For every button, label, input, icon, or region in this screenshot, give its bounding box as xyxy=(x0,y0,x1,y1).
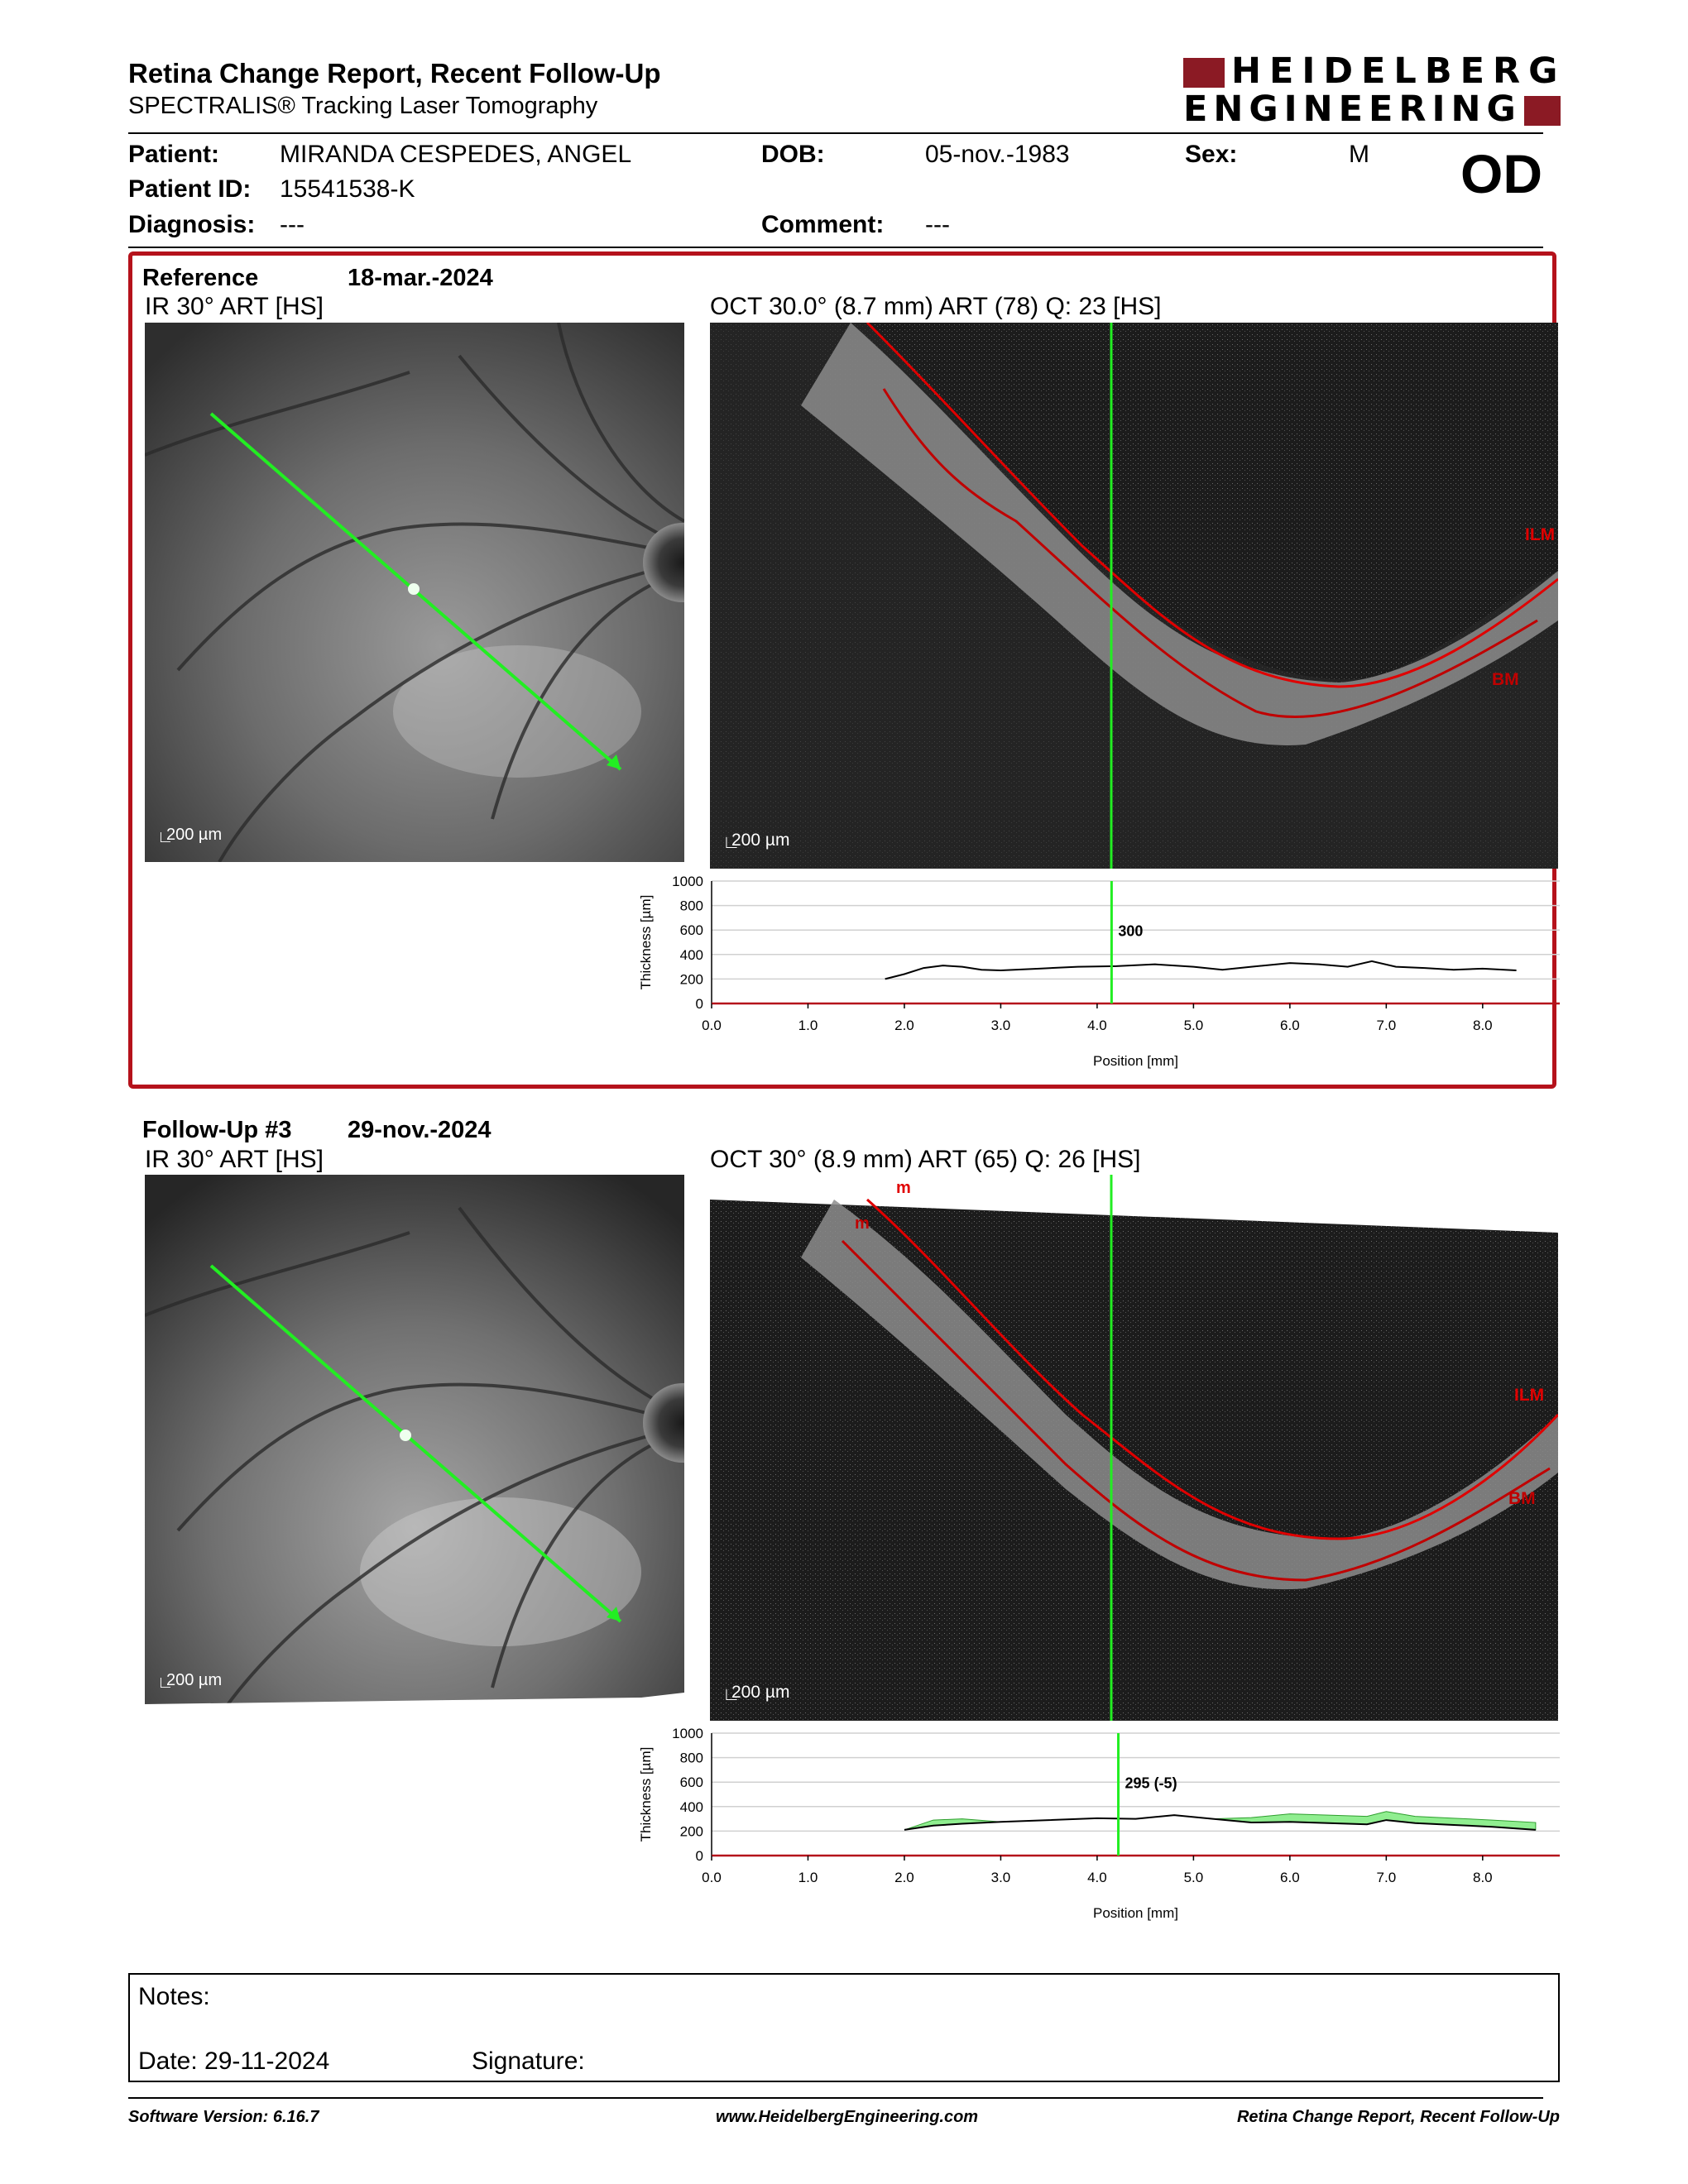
x-tick-label: 7.0 xyxy=(1377,1870,1397,1885)
reference-ilm-label: ILM xyxy=(1525,525,1556,544)
y-axis-label: Thickness [µm] xyxy=(638,895,654,990)
followup-ir-image: ∟ 200 µm xyxy=(145,1175,684,1717)
notes-label: Notes: xyxy=(138,1983,210,2010)
reference-ir-image: ∟ 200 µm xyxy=(145,323,684,862)
x-tick-label: 4.0 xyxy=(1087,1870,1107,1885)
y-tick-label: 1000 xyxy=(672,1726,703,1741)
x-tick-label: 2.0 xyxy=(894,1018,914,1033)
x-tick-label: 7.0 xyxy=(1377,1018,1397,1033)
reference-bm-label: BM xyxy=(1492,670,1519,689)
followup-thickness-chart: 1000 800 600 400 200 0 0.0 1.0 2.0 3.0 4.0 5.0 6.0 7.… xyxy=(638,1726,1560,1921)
dob-label: DOB: xyxy=(761,141,825,168)
x-tick-label: 3.0 xyxy=(991,1870,1011,1885)
reference-oct-caption: OCT 30.0° (8.7 mm) ART (78) Q: 23 [HS] xyxy=(710,293,1162,320)
report-title: Retina Change Report, Recent Follow-Up xyxy=(128,58,661,89)
x-tick-label: 6.0 xyxy=(1280,1018,1300,1033)
reference-ir-caption: IR 30° ART [HS] xyxy=(145,293,324,320)
patient-id-value: 15541538-K xyxy=(280,175,415,203)
diagnosis-label: Diagnosis: xyxy=(128,211,256,238)
report-subtitle: SPECTRALIS® Tracking Laser Tomography xyxy=(128,93,598,119)
x-tick-label: 1.0 xyxy=(798,1870,818,1885)
reference-thickness-chart: 1000 800 600 400 200 0 0.0 1.0 2.0 3.0 4.0 5.0 6.0 7.… xyxy=(638,874,1560,1069)
followup-m-label-1: m xyxy=(896,1179,911,1197)
svg-text:∟: ∟ xyxy=(157,1674,174,1692)
followup-oct-scalebar: 200 µm xyxy=(731,1683,790,1702)
notes-date: Date: 29-11-2024 xyxy=(138,2048,330,2075)
x-axis-label: Position [mm] xyxy=(1093,1053,1178,1069)
x-axis-label: Position [mm] xyxy=(1093,1905,1178,1921)
x-tick-label: 8.0 xyxy=(1473,1018,1493,1033)
followup-oct-caption: OCT 30° (8.9 mm) ART (65) Q: 26 [HS] xyxy=(710,1146,1141,1173)
followup-ir-scalebar: 200 µm xyxy=(166,1671,223,1689)
logo-line2: ENGINEERING xyxy=(1183,89,1522,130)
eye-label: OD xyxy=(1460,143,1542,204)
reference-date: 18-mar.-2024 xyxy=(348,265,493,291)
svg-text:∟: ∟ xyxy=(157,828,174,846)
x-tick-label: 4.0 xyxy=(1087,1018,1107,1033)
x-tick-label: 1.0 xyxy=(798,1018,818,1033)
reference-oct-scalebar: 200 µm xyxy=(731,831,790,850)
y-tick-label: 400 xyxy=(680,1799,703,1815)
x-tick-label: 5.0 xyxy=(1184,1018,1204,1033)
svg-text:∟: ∟ xyxy=(722,831,741,852)
footer-report-name: Retina Change Report, Recent Follow-Up xyxy=(1236,2108,1560,2126)
y-tick-label: 1000 xyxy=(672,874,703,889)
y-tick-label: 0 xyxy=(696,996,703,1012)
followup-ilm-label: ILM xyxy=(1514,1386,1545,1405)
patient-name: MIRANDA CESPEDES, ANGEL xyxy=(280,141,632,168)
x-tick-label: 2.0 xyxy=(894,1870,914,1885)
y-tick-label: 800 xyxy=(680,898,703,914)
followup-m-label-2: m xyxy=(855,1214,870,1233)
x-tick-label: 5.0 xyxy=(1184,1870,1204,1885)
y-tick-label: 400 xyxy=(680,947,703,963)
marker-value-label: 295 (-5) xyxy=(1125,1775,1177,1792)
thickness-line xyxy=(885,960,1517,980)
notes-signature: Signature: xyxy=(472,2048,585,2075)
reference-label: Reference xyxy=(142,265,259,291)
x-tick-label: 0.0 xyxy=(702,1018,722,1033)
comment-label: Comment: xyxy=(761,211,885,238)
diagnosis-value: --- xyxy=(280,211,305,238)
footer-software: Software Version: 6.16.7 xyxy=(128,2108,319,2126)
reference-ir-scalebar: 200 µm xyxy=(166,826,223,844)
y-tick-label: 200 xyxy=(680,1823,703,1839)
thickness-line xyxy=(904,1814,1536,1831)
followup-oct-image: ∟ m m ILM BM 200 µm xyxy=(710,1175,1558,1721)
y-axis-label: Thickness [µm] xyxy=(638,1747,654,1842)
x-tick-label: 6.0 xyxy=(1280,1870,1300,1885)
sex-value: M xyxy=(1349,141,1369,168)
sex-label: Sex: xyxy=(1185,141,1238,168)
footer-website: www.HeidelbergEngineering.com xyxy=(716,2108,979,2126)
svg-text:∟: ∟ xyxy=(722,1684,741,1704)
patient-label: Patient: xyxy=(128,141,220,168)
y-tick-label: 600 xyxy=(680,922,703,938)
y-tick-label: 0 xyxy=(696,1848,703,1864)
dob-value: 05-nov.-1983 xyxy=(925,141,1070,168)
y-tick-label: 600 xyxy=(680,1774,703,1790)
comment-value: --- xyxy=(925,211,950,238)
y-tick-label: 800 xyxy=(680,1751,703,1766)
thickness-change-area xyxy=(904,1811,1537,1831)
x-tick-label: 0.0 xyxy=(702,1870,722,1885)
followup-label: Follow-Up #3 xyxy=(142,1117,292,1143)
x-tick-label: 3.0 xyxy=(991,1018,1011,1033)
reference-oct-image: ∟ ILM BM 200 µm xyxy=(710,323,1558,869)
followup-date: 29-nov.-2024 xyxy=(348,1117,492,1143)
logo-line1: HEIDELBERG xyxy=(1231,50,1566,92)
notes-box: Notes: Date: 29-11-2024 Signature: xyxy=(128,1973,1560,2082)
followup-bm-label: BM xyxy=(1508,1489,1536,1508)
x-tick-label: 8.0 xyxy=(1473,1870,1493,1885)
y-tick-label: 200 xyxy=(680,971,703,987)
patient-id-label: Patient ID: xyxy=(128,175,252,203)
heidelberg-logo: HEIDELBERG ENGINEERING xyxy=(1183,53,1561,130)
followup-scan-line xyxy=(209,1264,622,1623)
followup-ir-caption: IR 30° ART [HS] xyxy=(145,1146,324,1173)
marker-value-label: 300 xyxy=(1118,923,1143,940)
